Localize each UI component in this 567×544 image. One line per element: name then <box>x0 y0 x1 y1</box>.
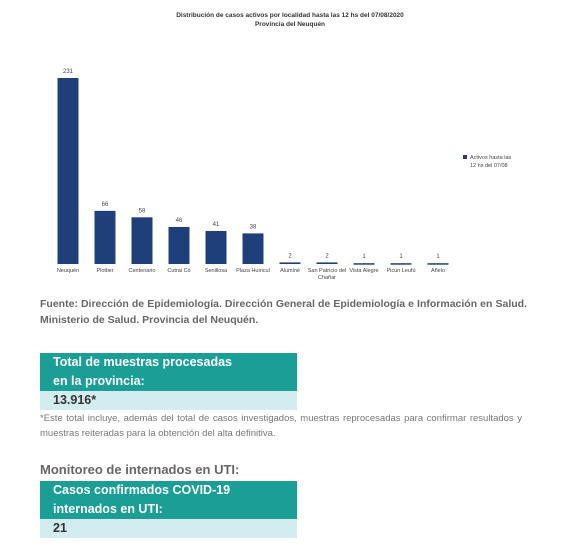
source: Fuente: Dirección de Epidemiología. Dire… <box>40 298 527 326</box>
uti-heading: Monitoreo de internados en UTI: <box>40 462 240 477</box>
bar <box>57 78 79 264</box>
bar <box>131 217 153 264</box>
x-tick-label: Aluminé <box>280 268 300 274</box>
value-label: 58 <box>139 208 146 214</box>
bar <box>390 263 412 265</box>
x-tick-label: Picún Leufú <box>386 268 416 274</box>
value-label: 1 <box>399 254 403 260</box>
x-tick-label: San Patricio del Chañar <box>307 268 347 281</box>
bar <box>427 263 449 265</box>
chart: Distribución de casos activos por locali… <box>57 12 512 265</box>
bar <box>353 263 375 265</box>
x-tick-label: Vista Alegre <box>349 268 379 274</box>
legend-swatch <box>463 155 467 159</box>
box-value: 21 <box>40 519 297 538</box>
x-tick-label: Cutral Có <box>167 268 191 274</box>
note: *Este total incluye, además del total de… <box>40 413 522 439</box>
box-value: 13.916* <box>40 391 297 410</box>
box-title: Total de muestras procesadas <box>40 353 297 372</box>
box-title: internados en UTI: <box>40 500 297 519</box>
x-tick-label: Plaza Huincul <box>236 268 270 274</box>
bar <box>242 233 264 264</box>
value-label: 46 <box>176 218 183 224</box>
value-label: 1 <box>436 254 440 260</box>
value-label: 41 <box>213 222 220 228</box>
bar <box>94 210 116 264</box>
uti-box: Casos confirmados COVID-19 internados en… <box>40 481 297 538</box>
samples-box: Total de muestras procesadas en la provi… <box>40 353 297 410</box>
value-label: 231 <box>63 69 74 75</box>
value-label: 66 <box>102 202 109 208</box>
value-label: 2 <box>325 253 329 259</box>
box-title: Casos confirmados COVID-19 <box>40 481 297 500</box>
bar <box>205 230 227 264</box>
x-tick-label: Plottier <box>96 268 114 274</box>
chart-title: Distribución de casos activos por locali… <box>176 12 404 19</box>
legend-label: Activos hasta las 12 hs del 07/08 <box>470 155 512 169</box>
bar <box>168 226 190 264</box>
chart-subtitle: Provincia del Neuquén <box>255 21 325 28</box>
box-title: en la provincia: <box>40 372 297 391</box>
value-label: 2 <box>288 253 292 259</box>
x-tick-label: Añelo <box>430 268 446 274</box>
bar <box>316 262 338 264</box>
value-label: 1 <box>362 254 366 260</box>
bar <box>279 262 301 264</box>
x-tick-label: Centenario <box>128 268 156 274</box>
value-label: 38 <box>250 224 257 230</box>
x-tick-label: Senillosa <box>204 268 228 274</box>
x-tick-label: Neuquén <box>56 268 80 274</box>
